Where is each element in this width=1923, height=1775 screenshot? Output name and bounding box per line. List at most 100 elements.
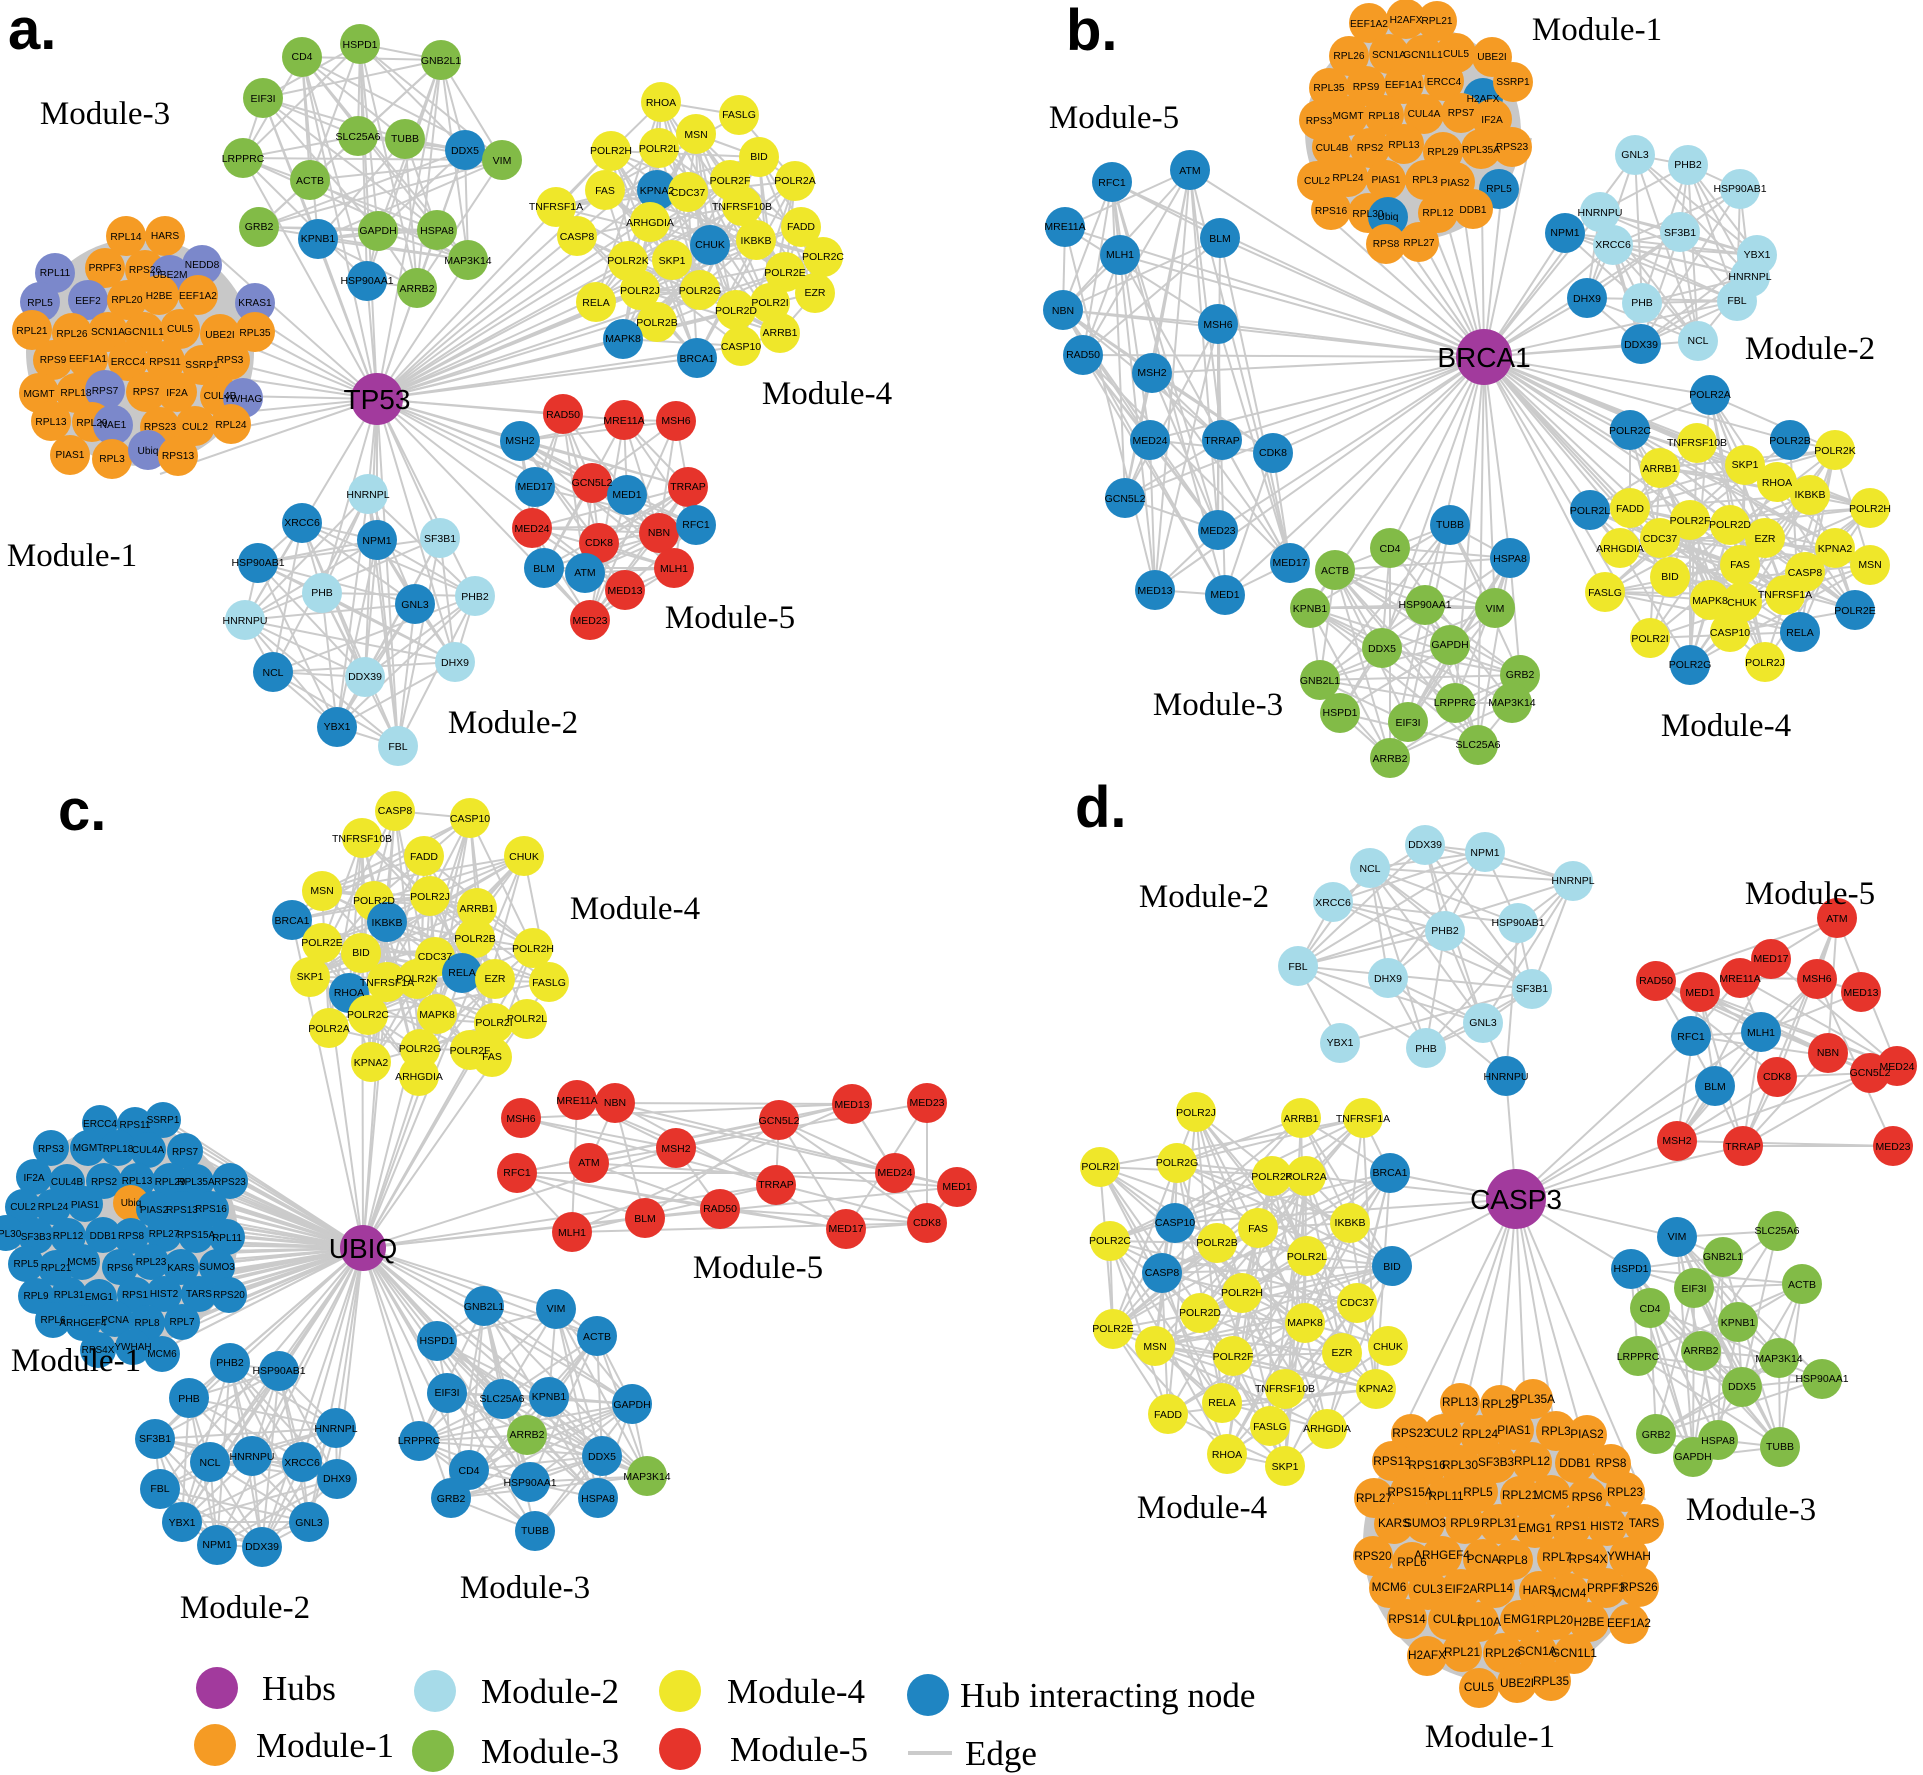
svg-text:RPL20: RPL20 — [1537, 1613, 1574, 1627]
svg-text:Module-3: Module-3 — [481, 1732, 619, 1771]
svg-text:UBE2I: UBE2I — [1500, 1676, 1534, 1690]
svg-text:GRB2: GRB2 — [437, 1493, 466, 1505]
svg-text:BLM: BLM — [634, 1213, 656, 1225]
svg-text:GRB2: GRB2 — [245, 221, 274, 233]
svg-text:NCL: NCL — [262, 667, 283, 679]
svg-text:GAPDH: GAPDH — [1674, 1451, 1711, 1463]
svg-text:DHX9: DHX9 — [323, 1473, 351, 1485]
svg-text:GNB2L1: GNB2L1 — [1300, 675, 1340, 687]
svg-text:PIAS1: PIAS1 — [71, 1200, 100, 1211]
svg-text:IKBKB: IKBKB — [372, 917, 403, 929]
svg-text:PHB2: PHB2 — [1674, 159, 1702, 171]
svg-text:NPM1: NPM1 — [1470, 847, 1499, 859]
svg-text:MED1: MED1 — [1685, 987, 1714, 999]
svg-text:MED13: MED13 — [607, 585, 642, 597]
svg-text:CDC37: CDC37 — [1643, 533, 1678, 545]
svg-text:TUBB: TUBB — [1766, 1441, 1794, 1453]
svg-text:RPL30: RPL30 — [1352, 209, 1383, 220]
svg-text:PIAS1: PIAS1 — [56, 450, 85, 461]
svg-text:UBE2I: UBE2I — [1477, 52, 1506, 63]
svg-text:TRRAP: TRRAP — [758, 1179, 794, 1191]
svg-text:VIM: VIM — [493, 155, 512, 167]
svg-text:RPS23: RPS23 — [1392, 1426, 1430, 1440]
svg-text:POLR2J: POLR2J — [1745, 657, 1785, 669]
svg-text:CASP3: CASP3 — [1470, 1184, 1562, 1215]
svg-text:POLR2D: POLR2D — [353, 895, 395, 907]
svg-text:HSPD1: HSPD1 — [1322, 707, 1357, 719]
svg-text:HNRNPL: HNRNPL — [314, 1423, 357, 1435]
svg-text:SCN1A: SCN1A — [91, 327, 125, 338]
svg-text:FBL: FBL — [1727, 295, 1746, 307]
svg-text:MED23: MED23 — [909, 1097, 944, 1109]
svg-text:TRRAP: TRRAP — [1725, 1141, 1761, 1153]
svg-text:EEF2: EEF2 — [75, 296, 101, 307]
svg-text:MAP3K14: MAP3K14 — [623, 1471, 670, 1483]
svg-text:RELA: RELA — [582, 297, 609, 309]
svg-text:RPL13: RPL13 — [35, 417, 66, 428]
svg-text:TARS: TARS — [186, 1289, 212, 1300]
svg-text:BID: BID — [352, 947, 370, 959]
svg-text:HSP90AB1: HSP90AB1 — [231, 557, 284, 569]
svg-text:RPL5: RPL5 — [1463, 1485, 1493, 1499]
svg-text:FASLG: FASLG — [1588, 587, 1622, 599]
svg-text:NAE1: NAE1 — [100, 420, 127, 431]
svg-text:Module-5: Module-5 — [1745, 876, 1875, 912]
svg-text:RPL11: RPL11 — [212, 1233, 242, 1244]
svg-text:RPL6: RPL6 — [40, 1315, 65, 1326]
svg-text:RPS16: RPS16 — [195, 1204, 227, 1215]
svg-text:Edge: Edge — [965, 1734, 1037, 1773]
svg-text:Module-1: Module-1 — [1425, 1719, 1555, 1755]
svg-text:CD4: CD4 — [1639, 1303, 1660, 1315]
svg-text:RPL6: RPL6 — [1397, 1555, 1427, 1569]
svg-text:IKBKB: IKBKB — [1795, 489, 1826, 501]
svg-text:ACTB: ACTB — [1788, 1279, 1816, 1291]
svg-text:CD4: CD4 — [1379, 543, 1400, 555]
svg-text:MSH2: MSH2 — [505, 435, 534, 447]
svg-text:MED17: MED17 — [828, 1223, 863, 1235]
svg-text:DDB1: DDB1 — [1559, 1456, 1590, 1470]
svg-text:HSP90AA1: HSP90AA1 — [1795, 1373, 1848, 1385]
svg-text:CUL5: CUL5 — [167, 324, 193, 335]
svg-text:Module-2: Module-2 — [1139, 879, 1269, 915]
svg-text:POLR2F: POLR2F — [1213, 1351, 1254, 1363]
svg-text:POLR2A: POLR2A — [1285, 1171, 1326, 1183]
svg-text:POLR2I: POLR2I — [751, 297, 788, 309]
svg-text:RPS2: RPS2 — [91, 1177, 118, 1188]
svg-text:RHOA: RHOA — [1212, 1449, 1242, 1461]
svg-text:MRE11A: MRE11A — [603, 415, 644, 427]
svg-text:CDK8: CDK8 — [1763, 1071, 1791, 1083]
svg-text:RPS1: RPS1 — [122, 1290, 149, 1301]
svg-text:RPL29: RPL29 — [76, 418, 107, 429]
svg-text:RPL30: RPL30 — [0, 1229, 22, 1240]
svg-text:ACTB: ACTB — [296, 175, 324, 187]
svg-text:MAPK8: MAPK8 — [1692, 595, 1728, 607]
svg-text:TNFRSF10B: TNFRSF10B — [712, 201, 772, 213]
svg-text:BRCA1: BRCA1 — [679, 353, 714, 365]
svg-text:HSPD1: HSPD1 — [1613, 1263, 1648, 1275]
svg-text:CHUK: CHUK — [1727, 597, 1757, 609]
svg-text:CUL3: CUL3 — [1413, 1582, 1444, 1596]
svg-text:MCM6: MCM6 — [147, 1349, 177, 1360]
svg-text:GCN1L1: GCN1L1 — [124, 327, 164, 338]
svg-text:FBL: FBL — [150, 1483, 169, 1495]
svg-text:RPS15A: RPS15A — [1387, 1485, 1432, 1499]
svg-text:POLR2J: POLR2J — [1176, 1107, 1216, 1119]
svg-text:MED13: MED13 — [1137, 585, 1172, 597]
svg-text:HSPA8: HSPA8 — [1493, 553, 1527, 565]
svg-text:PHB2: PHB2 — [216, 1357, 244, 1369]
svg-text:MGMT: MGMT — [1332, 111, 1363, 122]
svg-text:ACTB: ACTB — [1321, 565, 1349, 577]
svg-text:RPL27: RPL27 — [1356, 1491, 1392, 1505]
svg-text:RPL21: RPL21 — [1502, 1488, 1538, 1502]
svg-text:GNL3: GNL3 — [1621, 149, 1649, 161]
svg-text:NCL: NCL — [1687, 335, 1708, 347]
svg-text:NEDD8: NEDD8 — [185, 260, 220, 271]
svg-text:HSP90AA1: HSP90AA1 — [340, 275, 393, 287]
svg-text:POLR2A: POLR2A — [308, 1023, 349, 1035]
svg-text:PHB: PHB — [1415, 1043, 1437, 1055]
svg-text:EEF1A1: EEF1A1 — [1385, 80, 1423, 91]
svg-text:EZR: EZR — [1332, 1347, 1353, 1359]
svg-text:POLR2D: POLR2D — [1179, 1307, 1221, 1319]
svg-text:GCN1L1: GCN1L1 — [1403, 50, 1443, 61]
svg-text:POLR2L: POLR2L — [1287, 1251, 1327, 1263]
